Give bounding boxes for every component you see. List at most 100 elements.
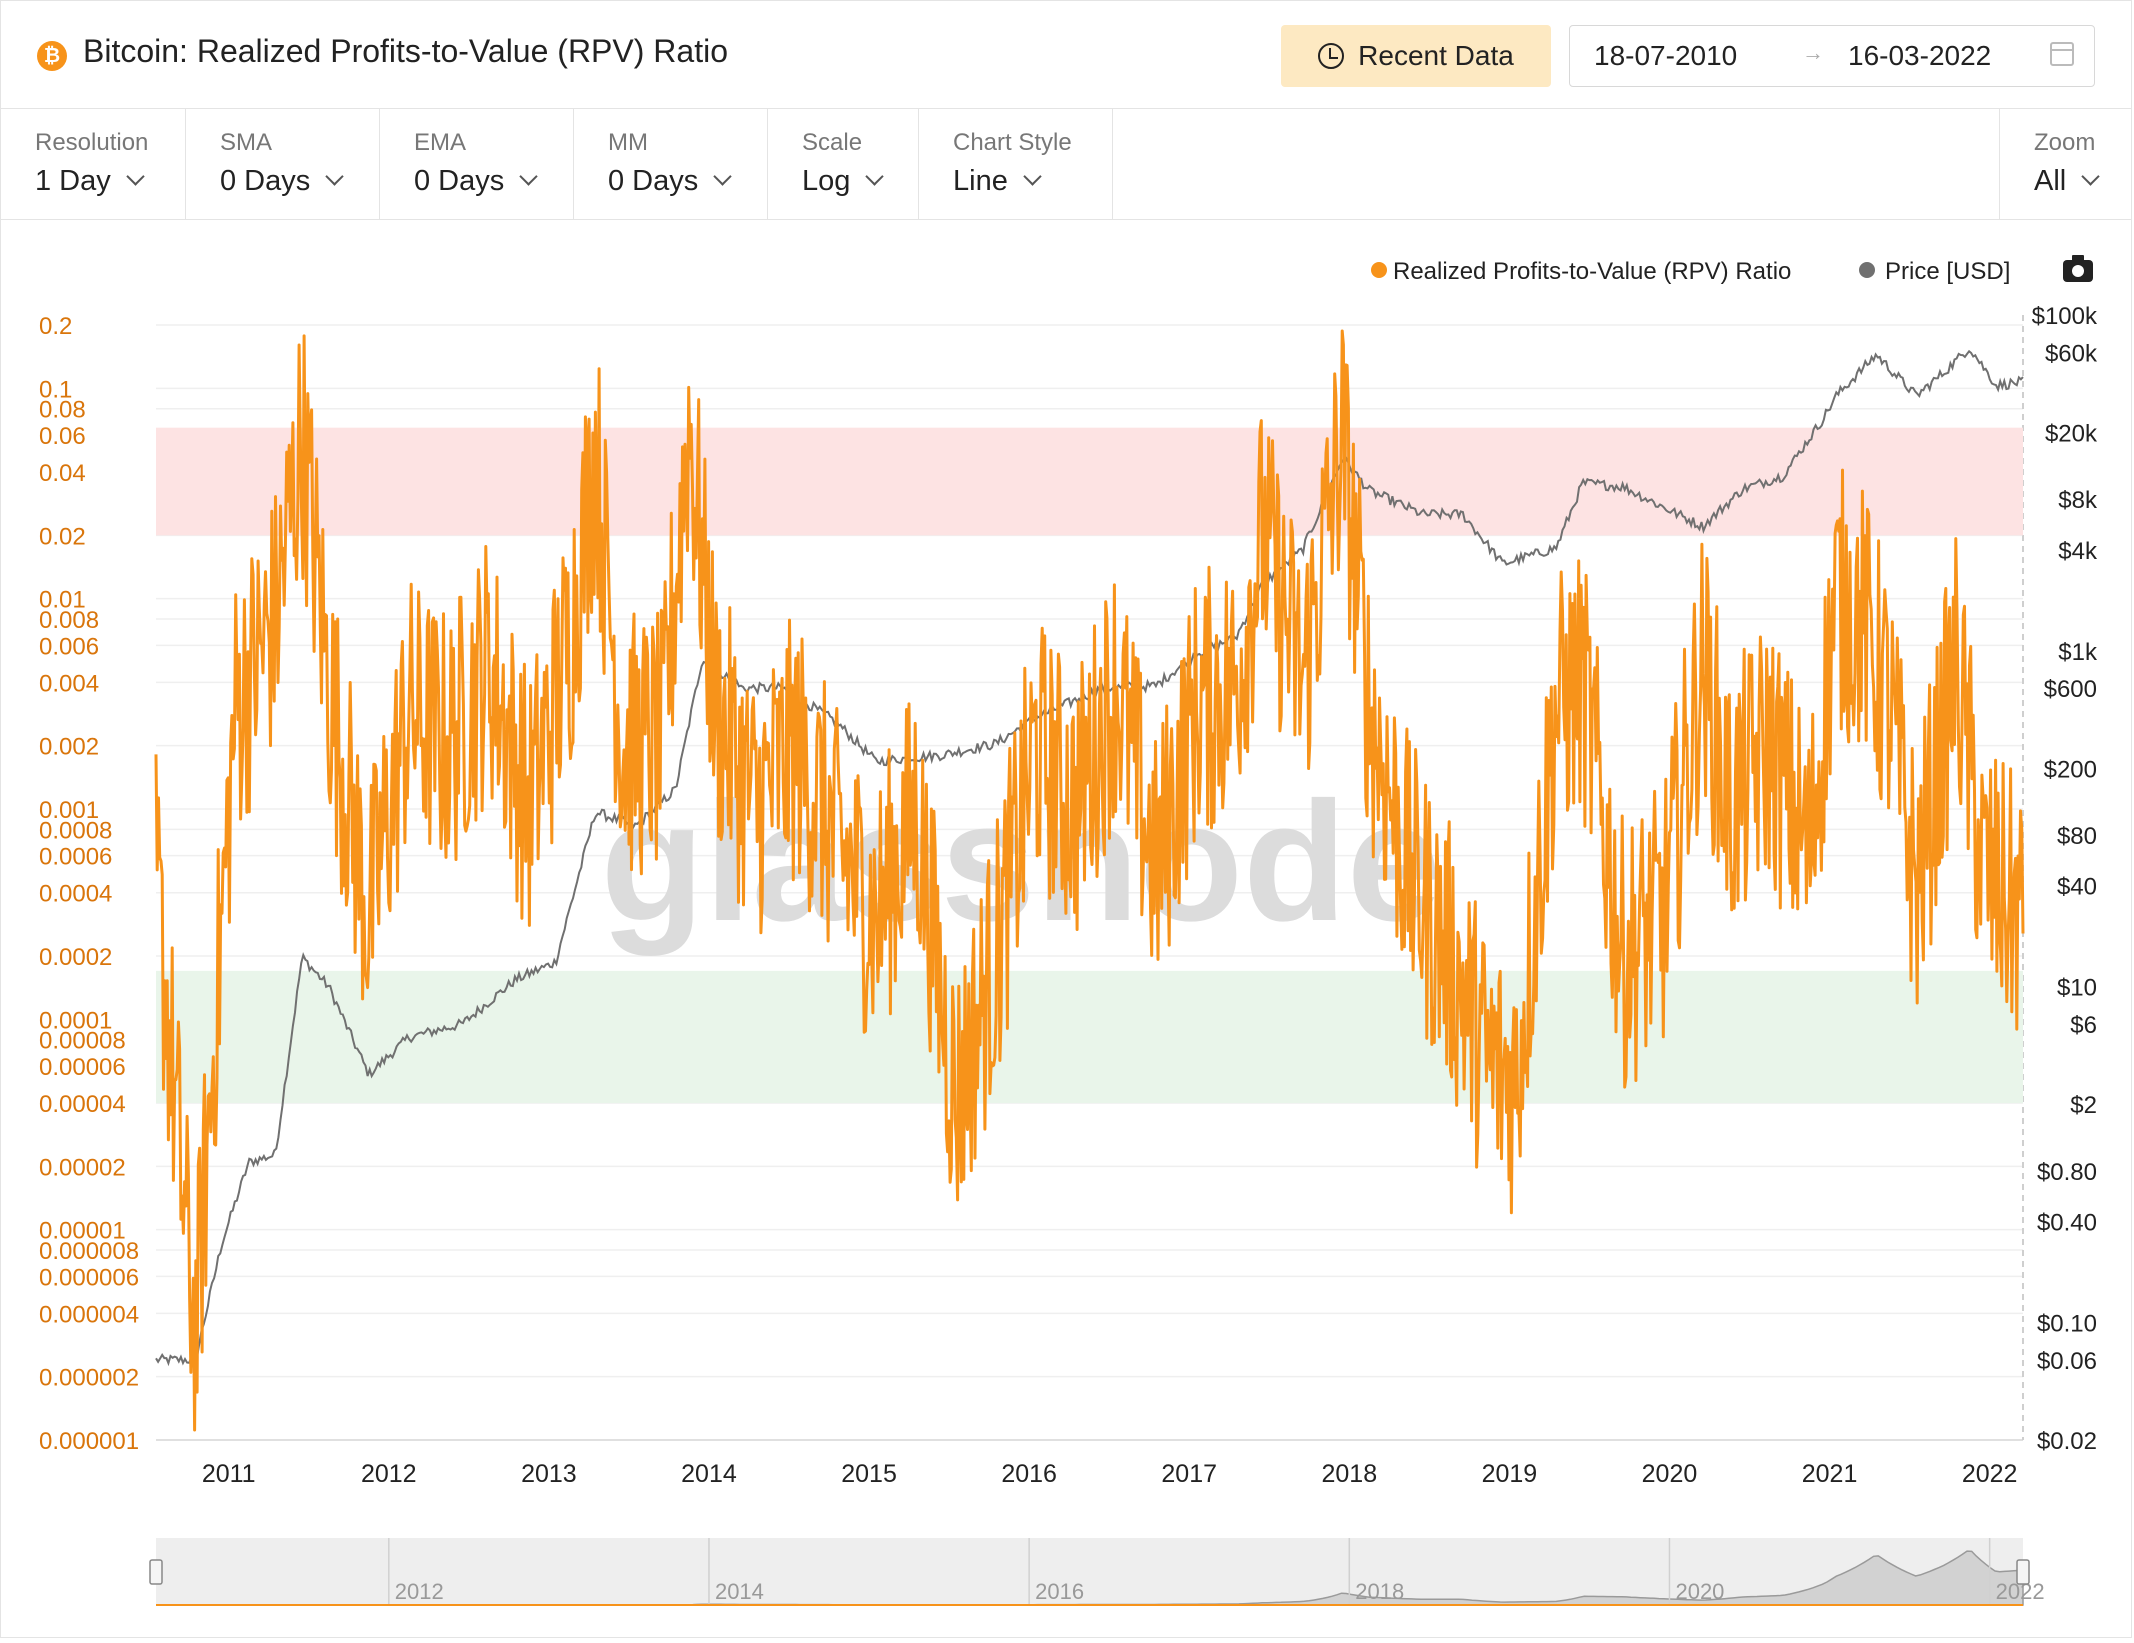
chart-area: glassnode 0.2 0.1 0.08 0.06 0.04 0.02 0.01 0.00… (0, 220, 2132, 1638)
legend-rpv-label: Realized Profits-to-Value (RPV) Ratio (1393, 258, 1791, 285)
y-right-tick-label: $0.10 (2037, 1311, 2097, 1338)
camera-top (2072, 255, 2084, 261)
calendar-icon[interactable] (2050, 42, 2074, 66)
y-right-tick-label: $0.40 (2037, 1210, 2097, 1237)
bands (156, 427, 2023, 1104)
y-left-tick-label: 0.0004 (39, 881, 112, 908)
chart-style-dropdown[interactable]: Chart Style Line (919, 109, 1113, 219)
zoom-dropdown[interactable]: Zoom All (1999, 109, 2133, 219)
y-left-tick-label: 0.001 (39, 797, 99, 824)
ema-label: EMA (414, 129, 467, 156)
chevron-down-icon (126, 167, 145, 186)
y-right-tick-label: $6 (2070, 1012, 2097, 1039)
navigator-tick-label: 2020 (1675, 1579, 1724, 1604)
y-left-tick-label: 0.000006 (39, 1264, 139, 1291)
rpv-chart: glassnode 0.20.10.080.060.040.020.010.00… (39, 255, 2098, 1606)
scale-label: Scale (802, 129, 863, 156)
resolution-value: 1 Day (35, 165, 145, 198)
y-left-tick-label: 0.002 (39, 734, 99, 761)
scale-dropdown[interactable]: Scale Log (768, 109, 919, 219)
mm-dropdown[interactable]: MM 0 Days (574, 109, 768, 219)
legend-price-label: Price [USD] (1885, 258, 2010, 285)
y-right-tick-label: $0.06 (2037, 1348, 2097, 1375)
camera-lens (2072, 265, 2084, 277)
chart-style-label: Chart Style (953, 129, 1072, 156)
y-left-tick-label: 0.06 (39, 423, 86, 450)
y-left-tick-label: 0.00002 (39, 1154, 126, 1181)
sma-label: SMA (220, 129, 273, 156)
y-left-tick-label: 0.000008 (39, 1238, 139, 1265)
page-title: Bitcoin: Realized Profits-to-Value (RPV)… (83, 33, 728, 69)
ema-value: 0 Days (414, 165, 538, 198)
resolution-dropdown[interactable]: Resolution 1 Day (1, 109, 186, 219)
y-right-tick-label: $8k (2058, 487, 2098, 514)
scale-value: Log (802, 165, 885, 198)
x-tick-label: 2017 (1161, 1460, 1217, 1488)
zoom-label: Zoom (2034, 129, 2096, 156)
navigator-background (156, 1538, 2023, 1605)
navigator-tick-label: 2014 (715, 1579, 764, 1604)
y-left-tick-label: 0.2 (39, 313, 72, 340)
navigator-right-handle[interactable] (2016, 1559, 2030, 1585)
y-right-tick-label: $4k (2058, 538, 2098, 565)
legend-rpv-marker (1371, 262, 1387, 278)
date-to[interactable]: 16-03-2022 (1848, 40, 1992, 71)
x-tick-label: 2020 (1642, 1460, 1698, 1488)
y-left-tick-label: 0.00006 (39, 1054, 126, 1081)
y-right-tick-label: $0.80 (2037, 1159, 2097, 1186)
recent-data-label: Recent Data (1358, 40, 1514, 71)
x-tick-label: 2015 (841, 1460, 897, 1488)
resolution-label: Resolution (35, 129, 149, 156)
x-tick-label: 2014 (681, 1460, 737, 1488)
navigator[interactable]: 2012 2014 2016 2018 2020 2022 (149, 1538, 2045, 1606)
y-right-tick-label: $200 (2044, 756, 2097, 783)
y-left-tick-label: 0.1 (39, 376, 72, 403)
y-left-tick-label: 0.0008 (39, 817, 112, 844)
recent-data-button[interactable]: Recent Data (1281, 25, 1551, 87)
red-band (156, 427, 2023, 536)
y-left-tick-label: 0.00004 (39, 1091, 126, 1118)
date-arrow: → (1802, 40, 1824, 65)
camera-icon[interactable] (2063, 255, 2093, 282)
rpv-series (154, 329, 2025, 1432)
y-right-tick-label: $1k (2058, 639, 2098, 666)
legend-price-marker (1859, 262, 1875, 278)
y-right-tick-label: $60k (2045, 340, 2098, 367)
x-tick-label: 2012 (361, 1460, 417, 1488)
y-right-tick-label: $20k (2045, 420, 2098, 447)
mm-label: MM (608, 129, 648, 156)
chevron-down-icon (519, 167, 538, 186)
chevron-down-icon (325, 167, 344, 186)
y-left-tick-label: 0.00001 (39, 1218, 126, 1245)
x-tick-label: 2013 (521, 1460, 577, 1488)
chart-controls: Resolution 1 Day SMA 0 Days EMA 0 Days M… (0, 108, 2132, 220)
y-right-tick-label: $80 (2057, 823, 2097, 850)
navigator-tick-label: 2012 (395, 1579, 444, 1604)
x-tick-label: 2021 (1802, 1460, 1858, 1488)
y-left-tick-label: 0.04 (39, 460, 86, 487)
navigator-left-handle[interactable] (149, 1559, 163, 1585)
date-from[interactable]: 18-07-2010 (1594, 40, 1738, 71)
legend: Realized Profits-to-Value (RPV) Ratio Pri… (1371, 255, 2093, 285)
y-left-tick-label: 0.008 (39, 607, 99, 634)
mm-value: 0 Days (608, 165, 732, 198)
y-left-tick-label: 0.08 (39, 397, 86, 424)
y-left-tick-label: 0.004 (39, 670, 99, 697)
chevron-down-icon (865, 167, 885, 186)
chart-style-value: Line (953, 165, 1042, 198)
date-range-picker[interactable]: 18-07-2010 → 16-03-2022 (1569, 25, 2095, 87)
bitcoin-icon: ₿ (37, 41, 67, 71)
sma-dropdown[interactable]: SMA 0 Days (186, 109, 380, 219)
y-left-tick-label: 0.000001 (39, 1428, 139, 1455)
navigator-tick-label: 2018 (1355, 1579, 1404, 1604)
y-left-tick-label: 0.02 (39, 523, 86, 550)
rpv-line (154, 329, 2025, 1432)
chart-header: ₿ Bitcoin: Realized Profits-to-Value (RP… (0, 0, 2132, 108)
x-tick-label: 2018 (1321, 1460, 1377, 1488)
navigator-tick-label: 2016 (1035, 1579, 1084, 1604)
chevron-down-icon (713, 167, 732, 186)
ema-dropdown[interactable]: EMA 0 Days (380, 109, 574, 219)
y-right-tick-label: $100k (2032, 303, 2098, 330)
x-tick-label: 2019 (1482, 1460, 1538, 1488)
